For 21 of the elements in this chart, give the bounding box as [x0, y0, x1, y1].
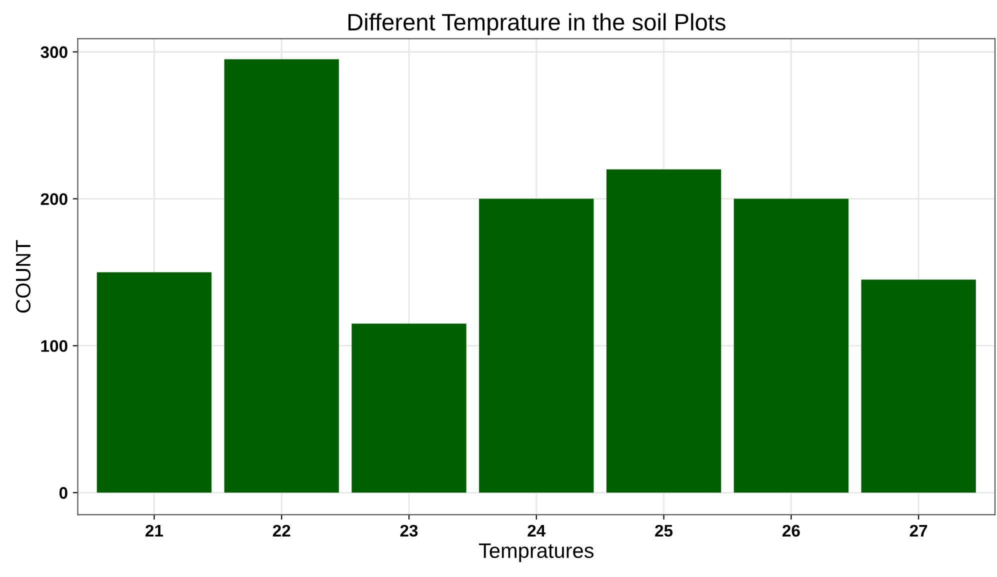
y-tick-label: 0 [59, 487, 68, 499]
x-tick-label: 22 [272, 524, 290, 536]
bar [734, 198, 848, 493]
x-tick-label: 27 [910, 524, 928, 536]
bar [224, 59, 339, 493]
y-tick-label: 100 [41, 340, 68, 352]
x-tick-label: 25 [655, 524, 673, 537]
chart-title: Different Temprature in the soil Plots [348, 13, 726, 36]
y-tick-label: 200 [40, 193, 68, 206]
x-axis-title: Tempratures [478, 543, 594, 562]
bar [861, 280, 976, 493]
y-axis-title: COUNT [16, 240, 31, 313]
x-tick-label: 21 [146, 524, 164, 536]
x-tick-label: 26 [782, 524, 800, 537]
x-tick-label: 23 [400, 524, 418, 537]
x-tick-label: 24 [528, 524, 546, 536]
bar [96, 272, 212, 493]
y-tick-label: 300 [40, 46, 68, 58]
bar [479, 198, 594, 493]
bar [352, 324, 466, 493]
bar [606, 169, 722, 493]
